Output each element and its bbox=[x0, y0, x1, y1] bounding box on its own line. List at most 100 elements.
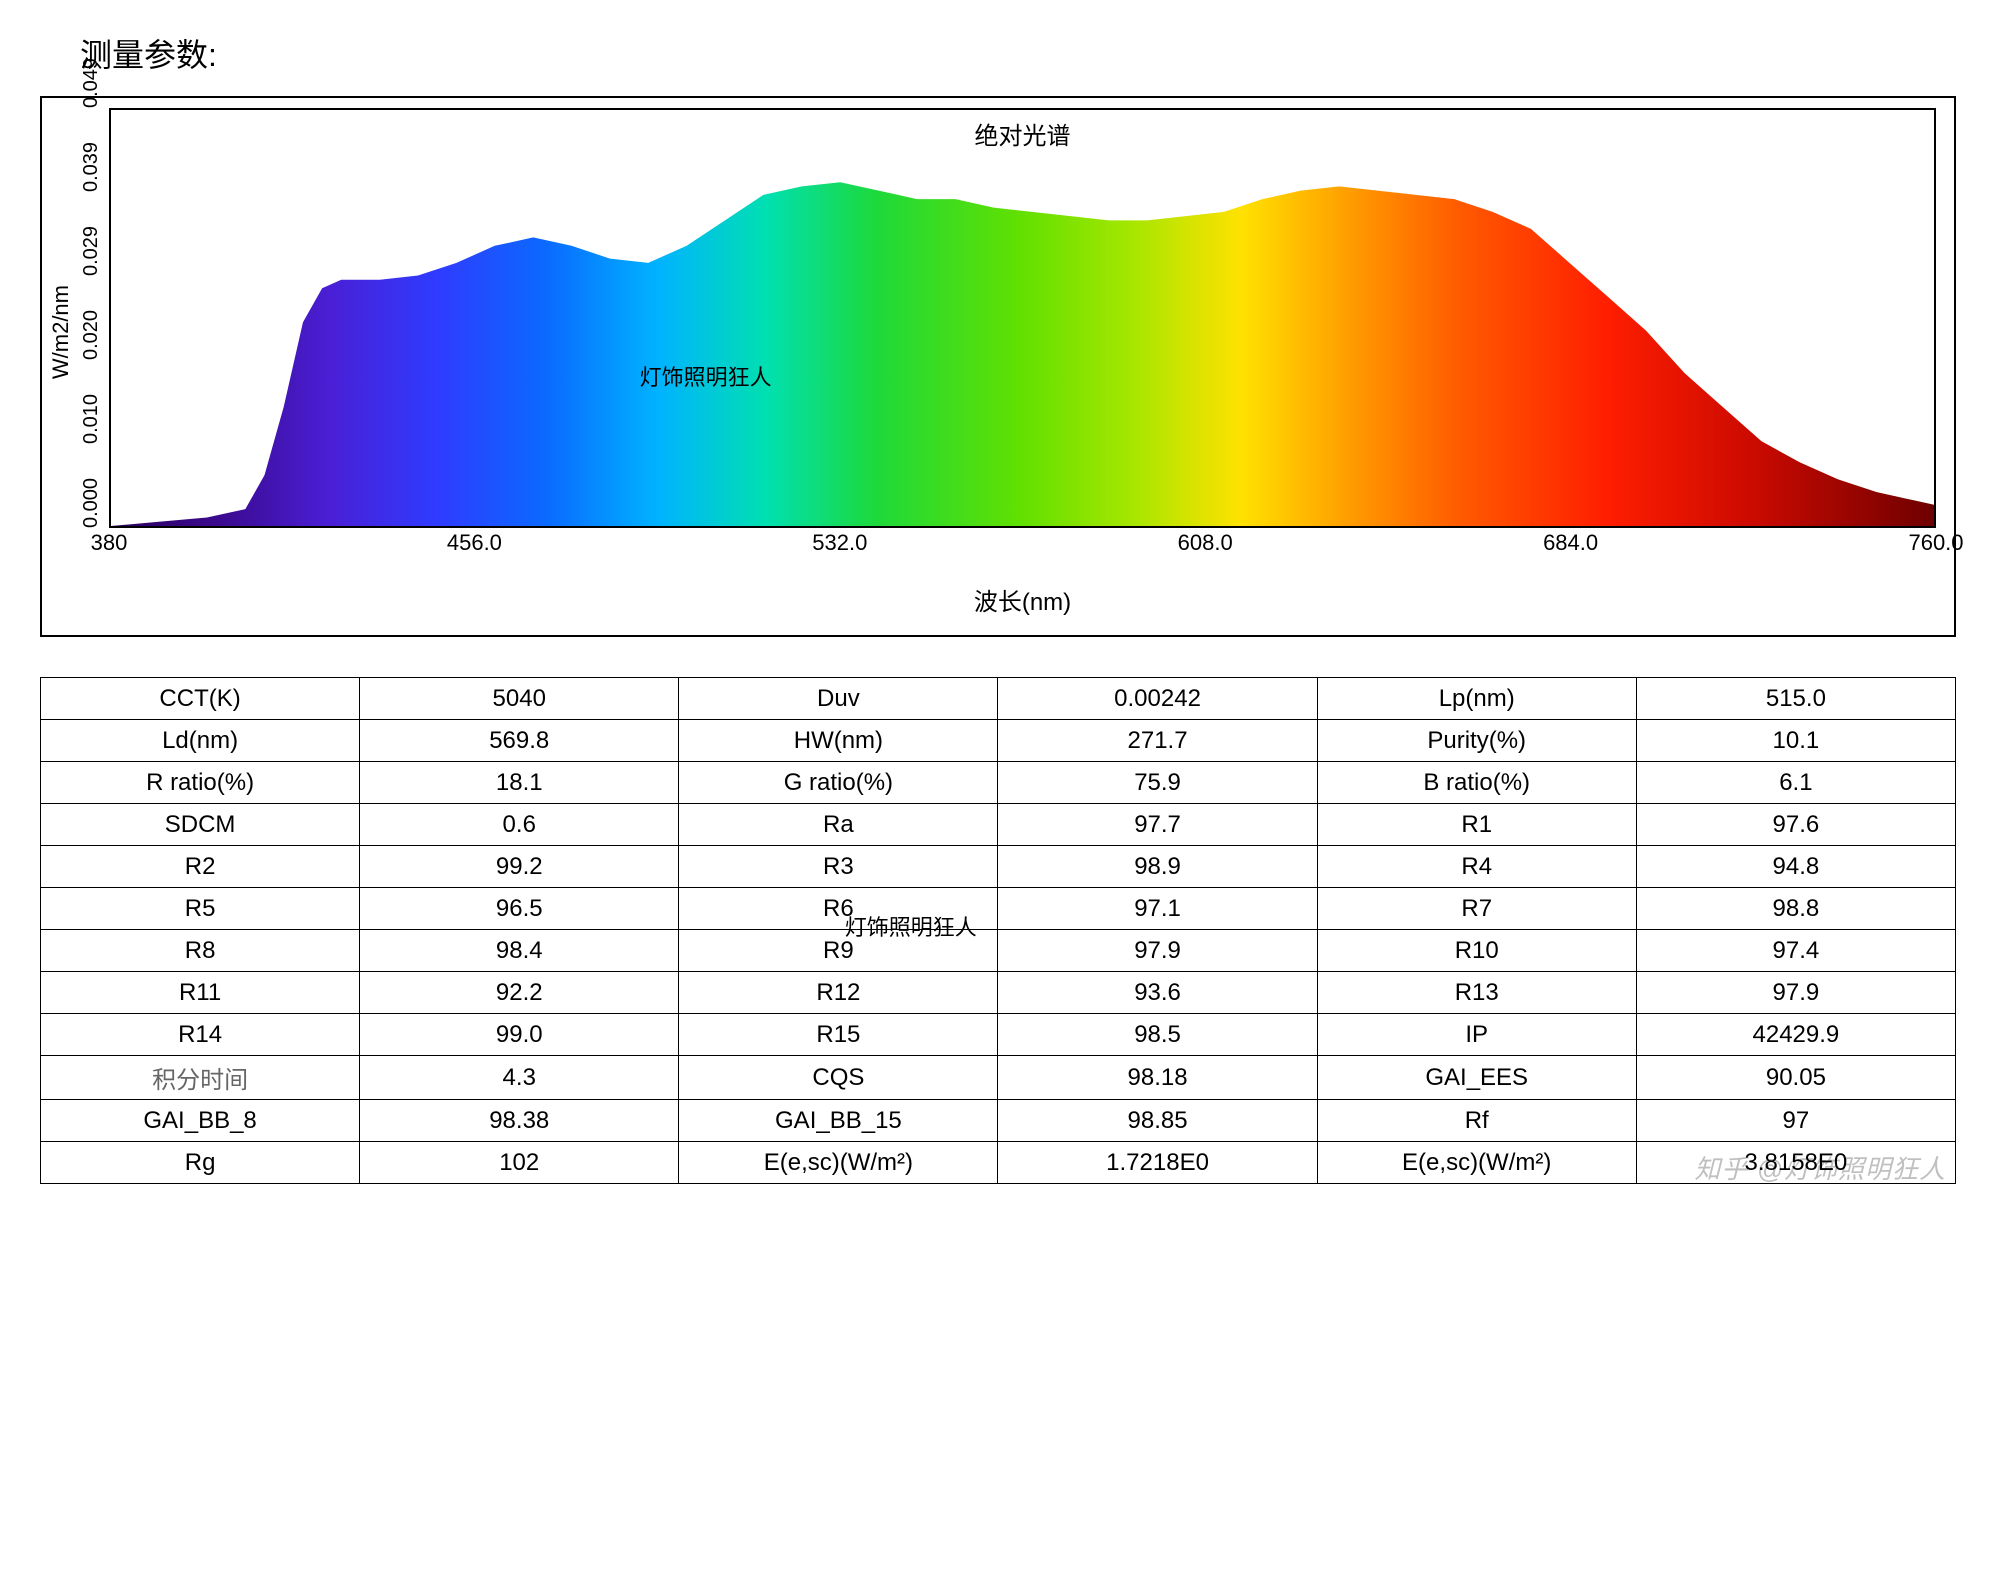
table-cell: Lp(nm) bbox=[1317, 678, 1636, 720]
table-cell: 97.1 bbox=[998, 888, 1317, 930]
table-cell: IP bbox=[1317, 1014, 1636, 1056]
table-cell: R9 bbox=[679, 930, 998, 972]
y-axis-label: W/m2/nm bbox=[42, 285, 80, 379]
table-cell: 97.7 bbox=[998, 804, 1317, 846]
table-cell: CQS bbox=[679, 1056, 998, 1100]
table-cell: 98.9 bbox=[998, 846, 1317, 888]
table-row: CCT(K)5040Duv0.00242Lp(nm)515.0 bbox=[41, 678, 1956, 720]
table-row: R1499.0R1598.5IP42429.9 bbox=[41, 1014, 1956, 1056]
table-cell: R14 bbox=[41, 1014, 360, 1056]
table-cell: R8 bbox=[41, 930, 360, 972]
table-cell: Ra bbox=[679, 804, 998, 846]
table-cell: 97.9 bbox=[998, 930, 1317, 972]
x-axis-label: 波长(nm) bbox=[109, 582, 1936, 617]
table-cell: 97.9 bbox=[1636, 972, 1955, 1014]
table-cell: Purity(%) bbox=[1317, 720, 1636, 762]
table-cell: 515.0 bbox=[1636, 678, 1955, 720]
measurement-table-wrap: CCT(K)5040Duv0.00242Lp(nm)515.0Ld(nm)569… bbox=[40, 677, 1956, 1184]
table-cell: Duv bbox=[679, 678, 998, 720]
table-row: Ld(nm)569.8HW(nm)271.7Purity(%)10.1 bbox=[41, 720, 1956, 762]
table-cell: 5040 bbox=[360, 678, 679, 720]
spectrum-chart-container: W/m2/nm 0.0490.0390.0290.0200.0100.000 绝… bbox=[40, 96, 1956, 637]
table-cell: 97 bbox=[1636, 1100, 1955, 1142]
table-row: R898.4R997.9R1097.4 bbox=[41, 930, 1956, 972]
x-tick: 684.0 bbox=[1543, 530, 1598, 556]
table-cell: 0.6 bbox=[360, 804, 679, 846]
table-row: SDCM0.6Ra97.7R197.6 bbox=[41, 804, 1956, 846]
table-row: Rg102E(e,sc)(W/m²)1.7218E0E(e,sc)(W/m²)3… bbox=[41, 1142, 1956, 1184]
chart-title: 绝对光谱 bbox=[967, 116, 1079, 151]
table-cell: 1.7218E0 bbox=[998, 1142, 1317, 1184]
x-tick: 456.0 bbox=[447, 530, 502, 556]
table-cell: 98.18 bbox=[998, 1056, 1317, 1100]
table-cell: 98.85 bbox=[998, 1100, 1317, 1142]
table-cell: R2 bbox=[41, 846, 360, 888]
table-cell: R5 bbox=[41, 888, 360, 930]
table-cell: 积分时间 bbox=[41, 1056, 360, 1100]
plot-area: 绝对光谱 灯饰照明狂人 bbox=[109, 108, 1936, 528]
table-cell: Rg bbox=[41, 1142, 360, 1184]
table-cell: Ld(nm) bbox=[41, 720, 360, 762]
table-cell: 96.5 bbox=[360, 888, 679, 930]
table-cell: 90.05 bbox=[1636, 1056, 1955, 1100]
table-row: R1192.2R1293.6R1397.9 bbox=[41, 972, 1956, 1014]
table-cell: E(e,sc)(W/m²) bbox=[679, 1142, 998, 1184]
table-cell: R4 bbox=[1317, 846, 1636, 888]
table-cell: HW(nm) bbox=[679, 720, 998, 762]
table-cell: 98.38 bbox=[360, 1100, 679, 1142]
table-cell: 94.8 bbox=[1636, 846, 1955, 888]
table-cell: 98.8 bbox=[1636, 888, 1955, 930]
table-cell: R1 bbox=[1317, 804, 1636, 846]
table-cell: R7 bbox=[1317, 888, 1636, 930]
table-row: R ratio(%)18.1G ratio(%)75.9B ratio(%)6.… bbox=[41, 762, 1956, 804]
table-cell: 42429.9 bbox=[1636, 1014, 1955, 1056]
table-cell: R15 bbox=[679, 1014, 998, 1056]
table-cell: R3 bbox=[679, 846, 998, 888]
x-tick: 760.0 bbox=[1908, 530, 1963, 556]
table-row: GAI_BB_898.38GAI_BB_1598.85Rf97 bbox=[41, 1100, 1956, 1142]
table-cell: 98.4 bbox=[360, 930, 679, 972]
table-cell: CCT(K) bbox=[41, 678, 360, 720]
table-row: 积分时间4.3CQS98.18GAI_EES90.05 bbox=[41, 1056, 1956, 1100]
page-title: 测量参数: bbox=[80, 30, 1956, 76]
table-cell: 75.9 bbox=[998, 762, 1317, 804]
table-cell: R13 bbox=[1317, 972, 1636, 1014]
table-cell: 99.0 bbox=[360, 1014, 679, 1056]
table-cell: Rf bbox=[1317, 1100, 1636, 1142]
table-cell: 102 bbox=[360, 1142, 679, 1184]
table-cell: 99.2 bbox=[360, 846, 679, 888]
table-cell: 6.1 bbox=[1636, 762, 1955, 804]
table-cell: GAI_BB_15 bbox=[679, 1100, 998, 1142]
table-cell: 97.4 bbox=[1636, 930, 1955, 972]
table-cell: 93.6 bbox=[998, 972, 1317, 1014]
table-row: R596.5R697.1R798.8 bbox=[41, 888, 1956, 930]
x-tick: 380 bbox=[91, 530, 128, 556]
measurement-table: CCT(K)5040Duv0.00242Lp(nm)515.0Ld(nm)569… bbox=[40, 677, 1956, 1184]
table-cell: 271.7 bbox=[998, 720, 1317, 762]
table-cell: 4.3 bbox=[360, 1056, 679, 1100]
x-ticks: 380456.0532.0608.0684.0760.0 bbox=[109, 530, 1936, 558]
table-cell: R ratio(%) bbox=[41, 762, 360, 804]
table-cell: 10.1 bbox=[1636, 720, 1955, 762]
table-cell: B ratio(%) bbox=[1317, 762, 1636, 804]
table-row: R299.2R398.9R494.8 bbox=[41, 846, 1956, 888]
table-cell: R11 bbox=[41, 972, 360, 1014]
table-cell: 569.8 bbox=[360, 720, 679, 762]
table-cell: R10 bbox=[1317, 930, 1636, 972]
table-cell: 98.5 bbox=[998, 1014, 1317, 1056]
x-tick: 532.0 bbox=[812, 530, 867, 556]
table-cell: 97.6 bbox=[1636, 804, 1955, 846]
spectrum-svg bbox=[111, 110, 1934, 526]
table-cell: 0.00242 bbox=[998, 678, 1317, 720]
table-cell: 92.2 bbox=[360, 972, 679, 1014]
table-cell: SDCM bbox=[41, 804, 360, 846]
table-cell: G ratio(%) bbox=[679, 762, 998, 804]
table-cell: GAI_EES bbox=[1317, 1056, 1636, 1100]
table-cell: R6 bbox=[679, 888, 998, 930]
table-cell: 18.1 bbox=[360, 762, 679, 804]
table-cell: E(e,sc)(W/m²) bbox=[1317, 1142, 1636, 1184]
y-ticks: 0.0490.0390.0290.0200.0100.000 bbox=[80, 108, 109, 528]
table-cell: 3.8158E0 bbox=[1636, 1142, 1955, 1184]
table-cell: R12 bbox=[679, 972, 998, 1014]
x-tick: 608.0 bbox=[1178, 530, 1233, 556]
